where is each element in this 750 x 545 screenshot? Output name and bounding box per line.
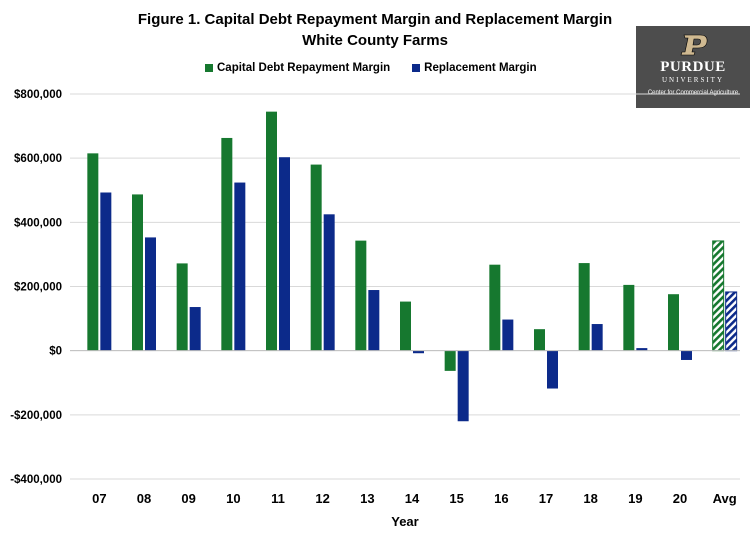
bar-replacement-20 [681,350,692,360]
bar-capital-debt-08 [132,194,143,351]
chart-title-line-2: White County Farms [302,32,448,49]
legend-label-replacement: Replacement Margin [424,62,537,74]
x-tick-label: 16 [494,491,508,506]
legend-item-replacement: Replacement Margin [412,62,537,74]
bar-replacement-12 [323,214,335,351]
bar-capital-debt-19 [623,284,635,351]
x-tick-label: 18 [583,491,597,506]
purdue-p-icon [680,34,708,56]
bar-replacement-17 [547,350,558,389]
chart-legend: Capital Debt Repayment Margin Replacemen… [205,62,559,74]
legend-label-capital-debt: Capital Debt Repayment Margin [217,62,391,74]
bar-replacement-16 [502,319,514,351]
bar-capital-debt-15 [444,350,456,371]
y-axis-ticks: $800,000 $600,000 $400,000 $200,000 $0 -$200,… [10,89,62,486]
chart-title-line-1: Figure 1. Capital Debt Repayment Margin … [137,11,613,28]
y-tick-label: -$400,000 [10,474,62,486]
y-tick-label: -$200,000 [10,410,62,422]
bar-capital-debt-10 [221,137,233,351]
logo-center: Center for Commercial Agriculture [647,90,739,96]
bar-replacement-Avg [725,291,738,352]
x-axis-ticks: 07 08 09 10 11 12 13 14 15 16 17 18 19 20 Avg [92,491,737,506]
y-tick-label: $600,000 [14,153,62,165]
x-tick-label: 11 [271,491,285,506]
x-tick-label: 20 [673,491,687,506]
x-tick-label: 10 [226,491,240,506]
bar-capital-debt-20 [668,294,679,351]
y-tick-label: $0 [49,346,62,358]
bar-capital-debt-07 [87,153,99,351]
chart-title: Figure 1. Capital Debt Repayment Margin … [0,9,750,51]
legend-swatch-green [205,64,213,72]
bar-replacement-13 [368,290,380,351]
bar-capital-debt-18 [578,263,590,351]
bar-replacement-11 [279,157,290,351]
bar-replacement-07 [100,192,112,351]
bar-capital-debt-13 [355,240,367,351]
logo-name: PURDUE [660,59,726,75]
x-tick-label: 14 [405,491,420,506]
y-tick-label: $800,000 [14,89,62,101]
y-tick-label: $200,000 [14,282,62,294]
bar-replacement-08 [145,237,156,351]
grid-lines [70,93,740,480]
bar-capital-debt-16 [489,264,501,351]
x-axis-label: Year [391,514,418,529]
x-tick-label: 15 [449,491,463,506]
bar-replacement-10 [234,182,246,351]
legend-swatch-blue [412,64,421,72]
bar-capital-debt-17 [534,329,545,351]
bar-capital-debt-Avg [712,240,725,352]
x-tick-label: 08 [137,491,151,506]
bar-capital-debt-11 [266,111,277,351]
bars-group [70,111,740,422]
x-tick-label: 17 [539,491,553,506]
bar-replacement-18 [591,324,603,351]
bar-replacement-14 [413,350,424,354]
x-tick-label: 09 [181,491,195,506]
x-tick-label: 12 [315,491,329,506]
bar-replacement-19 [636,348,648,351]
y-tick-label: $400,000 [14,217,62,229]
bar-replacement-15 [457,350,469,422]
bar-capital-debt-12 [310,164,322,351]
bar-replacement-09 [189,307,201,351]
legend-item-capital-debt: Capital Debt Repayment Margin [205,62,390,74]
bar-capital-debt-09 [176,263,188,351]
x-tick-label: Avg [713,491,737,506]
logo-university: UNIVERSITY [662,76,724,84]
x-tick-label: 13 [360,491,374,506]
x-tick-label: 07 [92,491,106,506]
x-tick-label: 19 [628,491,642,506]
bar-capital-debt-14 [400,301,411,351]
